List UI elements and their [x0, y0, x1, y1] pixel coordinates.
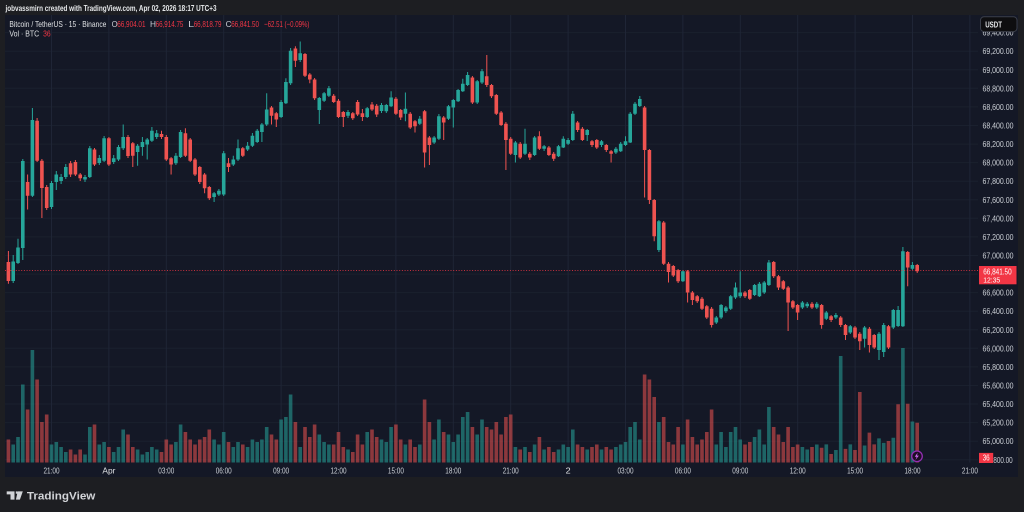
svg-text:65,200.00: 65,200.00 [983, 418, 1014, 428]
svg-text:Bitcoin / TetherUS · 15 · Bina: Bitcoin / TetherUS · 15 · Binance [9, 19, 106, 29]
svg-text:66,841.50: 66,841.50 [231, 19, 259, 29]
svg-text:12:35: 12:35 [983, 275, 1000, 284]
svg-text:68,600.00: 68,600.00 [983, 102, 1014, 112]
svg-text:15:00: 15:00 [847, 466, 863, 476]
svg-text:69,000.00: 69,000.00 [983, 65, 1014, 75]
svg-text:jobvassmirn created with Tradi: jobvassmirn created with TradingView.com… [5, 3, 217, 13]
svg-text:65,000.00: 65,000.00 [983, 436, 1014, 446]
svg-text:68,400.00: 68,400.00 [983, 121, 1014, 131]
svg-text:TradingView: TradingView [27, 491, 96, 503]
svg-text:65,800.00: 65,800.00 [983, 362, 1014, 372]
svg-text:69,400.00: 69,400.00 [983, 28, 1014, 38]
svg-text:67,200.00: 67,200.00 [983, 232, 1014, 242]
svg-text:68,000.00: 68,000.00 [983, 158, 1014, 168]
svg-text:USDT: USDT [985, 20, 1002, 29]
svg-text:36: 36 [983, 454, 990, 463]
svg-text:67,400.00: 67,400.00 [983, 213, 1014, 223]
svg-text:O: O [112, 19, 118, 29]
svg-text:2: 2 [566, 466, 571, 476]
svg-text:18:00: 18:00 [905, 466, 921, 476]
svg-text:69,200.00: 69,200.00 [983, 46, 1014, 56]
svg-text:12:00: 12:00 [790, 466, 806, 476]
svg-text:06:00: 06:00 [675, 466, 691, 476]
svg-text:Apr: Apr [102, 466, 115, 476]
svg-text:66,818.79: 66,818.79 [194, 19, 222, 29]
svg-text:65,600.00: 65,600.00 [983, 381, 1014, 391]
svg-text:09:00: 09:00 [273, 466, 289, 476]
svg-text:−62.51 (−0.09%): −62.51 (−0.09%) [264, 19, 309, 29]
svg-text:66,904.01: 66,904.01 [117, 19, 146, 29]
svg-text:06:00: 06:00 [216, 466, 232, 476]
svg-text:36: 36 [43, 29, 51, 39]
svg-text:C: C [226, 19, 232, 29]
svg-text:Vol · BTC: Vol · BTC [9, 29, 39, 39]
svg-text:H: H [150, 19, 156, 29]
svg-text:67,000.00: 67,000.00 [983, 251, 1014, 261]
svg-text:65,400.00: 65,400.00 [983, 399, 1014, 409]
svg-text:03:00: 03:00 [618, 466, 634, 476]
svg-text:800.00: 800.00 [993, 455, 1012, 465]
svg-text:03:00: 03:00 [158, 466, 174, 476]
svg-text:21:00: 21:00 [44, 466, 60, 476]
svg-text:66,000.00: 66,000.00 [983, 343, 1014, 353]
svg-text:L: L [188, 19, 194, 29]
svg-text:66,841.50: 66,841.50 [983, 267, 1012, 276]
svg-text:09:00: 09:00 [732, 466, 748, 476]
svg-text:21:00: 21:00 [962, 466, 978, 476]
svg-text:15:00: 15:00 [388, 466, 404, 476]
svg-text:67,600.00: 67,600.00 [983, 195, 1014, 205]
svg-text:66,400.00: 66,400.00 [983, 306, 1014, 316]
svg-text:68,200.00: 68,200.00 [983, 139, 1014, 149]
svg-text:21:00: 21:00 [503, 466, 519, 476]
svg-text:18:00: 18:00 [445, 466, 461, 476]
svg-text:67,800.00: 67,800.00 [983, 176, 1014, 186]
svg-text:68,800.00: 68,800.00 [983, 83, 1014, 93]
svg-text:12:00: 12:00 [331, 466, 347, 476]
svg-text:66,914.75: 66,914.75 [156, 19, 184, 29]
svg-text:66,200.00: 66,200.00 [983, 325, 1014, 335]
svg-text:66,600.00: 66,600.00 [983, 288, 1014, 298]
